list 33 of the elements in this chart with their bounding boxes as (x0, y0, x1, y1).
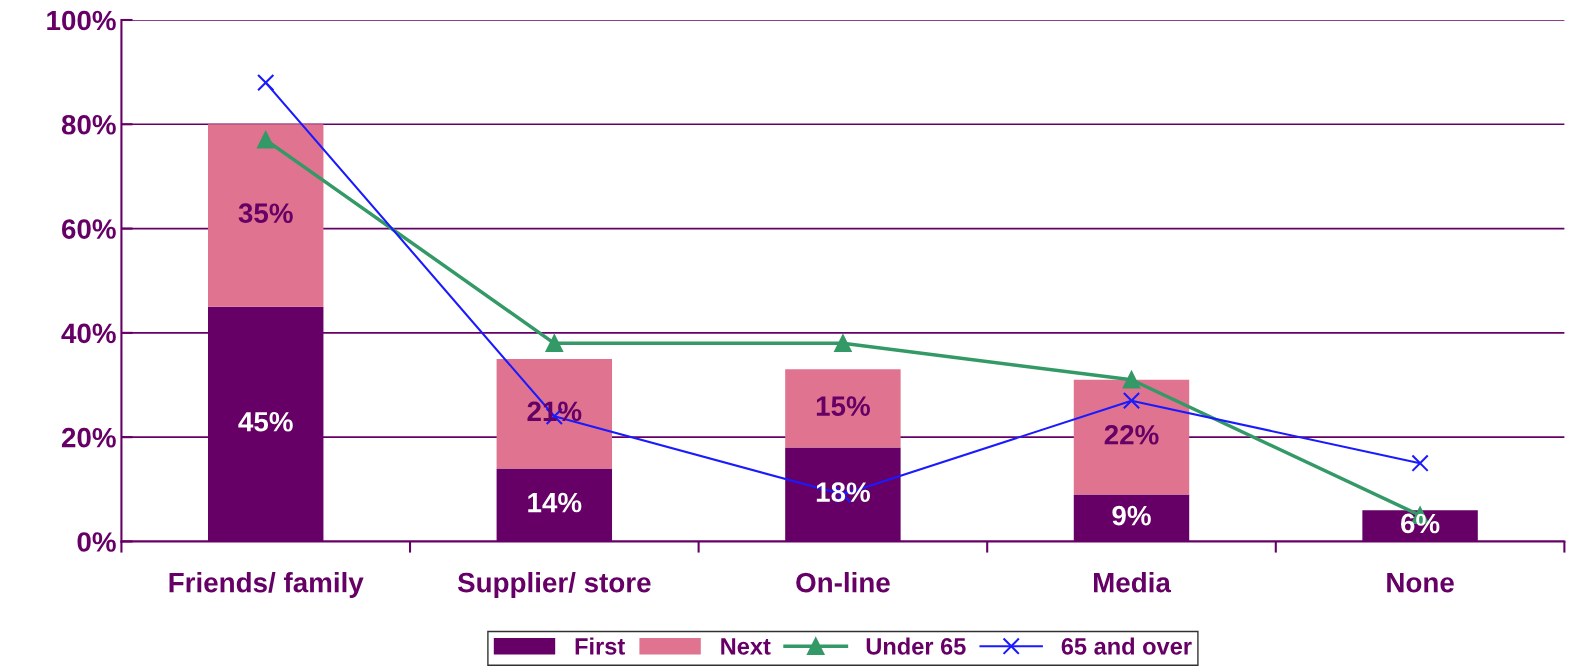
y-tick-label: 60% (61, 219, 116, 239)
x-tick-label: Media (1094, 572, 1172, 593)
legend-label: Next (721, 638, 771, 655)
data-label: 45% (238, 411, 293, 432)
legend-label: First (575, 637, 625, 655)
point (1122, 391, 1141, 410)
x-tick-label: Friends/ family (169, 572, 364, 598)
point (1122, 371, 1141, 389)
data-label: 6% (1401, 513, 1440, 534)
point (257, 131, 275, 149)
bar (1073, 379, 1190, 495)
point (545, 334, 563, 352)
x-tick-label: Supplier/ store (457, 572, 651, 598)
data-label: 22% (1104, 424, 1159, 445)
y-tick-label: 80% (61, 114, 116, 135)
point (1411, 454, 1429, 472)
data-label: 14% (528, 492, 582, 513)
bar (496, 358, 613, 469)
y-tick-label: 100% (47, 10, 116, 31)
data-label: 35% (238, 203, 293, 224)
bar (785, 369, 901, 448)
y-tick-label: 0% (77, 532, 116, 552)
x-tick-label: On-line (796, 572, 890, 593)
x-tick-label: None (1387, 573, 1454, 593)
y-tick-label: 20% (61, 427, 116, 448)
y-tick-label: 40% (61, 323, 116, 344)
point (257, 73, 275, 92)
data-label: 15% (816, 396, 870, 416)
legend-label: 65 and over (1061, 637, 1192, 655)
point (834, 334, 852, 352)
legend-label: Under 65 (866, 637, 966, 655)
bar (208, 124, 324, 307)
data-label: 9% (1112, 505, 1151, 526)
